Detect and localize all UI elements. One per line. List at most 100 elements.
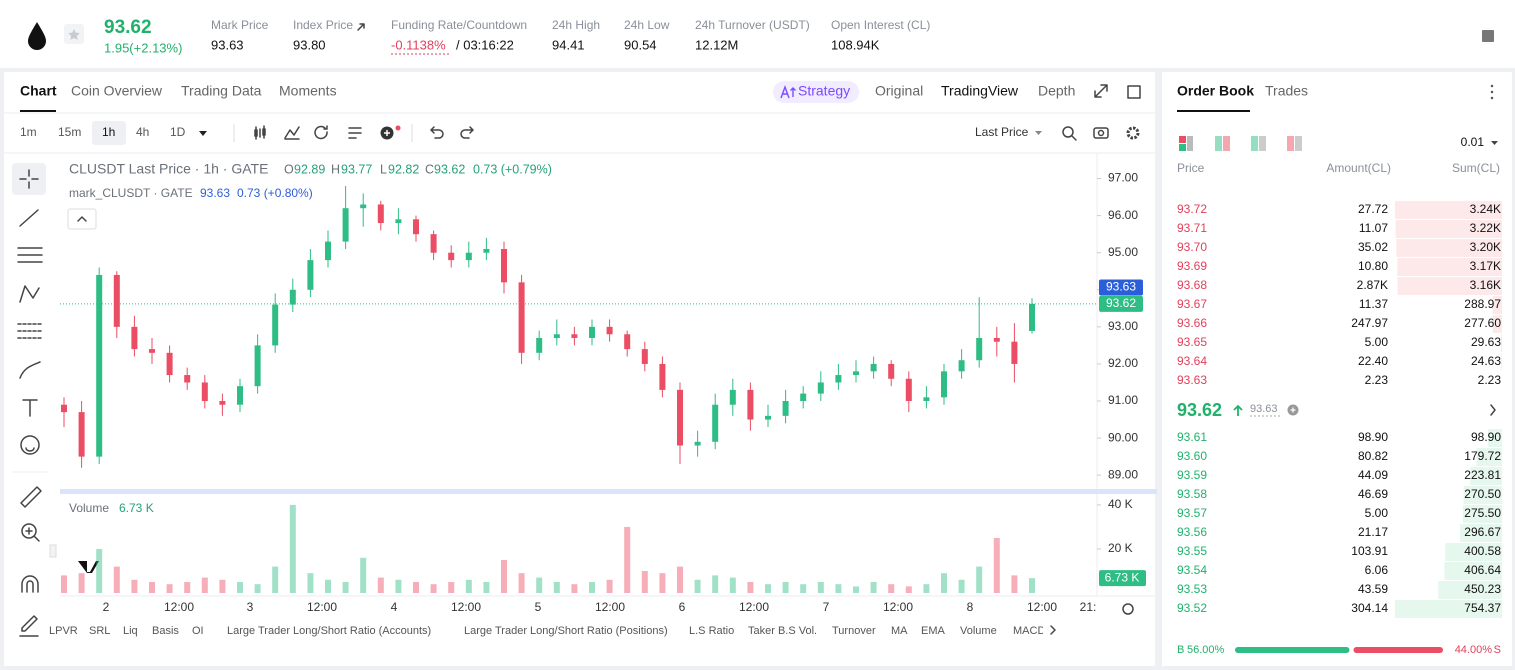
depth-bar [1501, 334, 1502, 352]
book-tab[interactable]: Trades [1265, 83, 1308, 99]
indicator[interactable]: L.S Ratio [689, 625, 734, 637]
row-amount: 5.00 [1365, 506, 1389, 520]
indicator[interactable]: MA [891, 625, 908, 637]
chart-tab[interactable]: Coin Overview [71, 83, 163, 99]
axis-settings[interactable] [1122, 603, 1134, 615]
candle-body [712, 404, 719, 442]
price-type-dropdown[interactable] [1035, 131, 1042, 135]
candle-body [677, 389, 683, 446]
interval[interactable]: 1m [20, 125, 37, 139]
emoji-tool[interactable] [20, 435, 40, 455]
indicator[interactable]: Volume [960, 625, 997, 637]
depth-bar [1397, 258, 1502, 276]
camera-icon[interactable] [1093, 127, 1109, 139]
search-icon[interactable] [1062, 126, 1074, 138]
indicator[interactable]: Large Trader Long/Short Ratio (Positions… [464, 625, 668, 637]
interval[interactable]: 4h [136, 125, 149, 139]
layout-icon[interactable] [1215, 136, 1222, 151]
layout-icon[interactable] [1295, 136, 1302, 151]
pattern-tool[interactable] [19, 285, 40, 303]
indicator[interactable]: EMA [921, 625, 946, 637]
expand-icon[interactable] [1094, 84, 1108, 98]
header-stats: Mark Price 93.63 Index Price 93.80 Funding R… [211, 18, 930, 55]
x-tick-label: 12:00 [1027, 600, 1057, 614]
collapse-legend[interactable] [67, 208, 97, 230]
magnet-tool[interactable] [21, 575, 39, 593]
layout-icon[interactable] [1179, 144, 1186, 151]
price-type[interactable]: Last Price [975, 125, 1029, 139]
row-amount: 27.72 [1358, 202, 1388, 216]
strategy-pill[interactable] [773, 81, 859, 103]
interval[interactable]: 15m [58, 125, 81, 139]
layout-icon[interactable] [1187, 136, 1193, 151]
fib-tool[interactable] [17, 323, 43, 339]
volume-bar [993, 537, 1000, 593]
candle-body [553, 334, 560, 338]
template-icon[interactable] [348, 127, 362, 139]
interval[interactable]: 1h [102, 125, 115, 139]
view-tab[interactable]: TradingView [941, 83, 1019, 99]
indicator[interactable]: Basis [152, 625, 179, 637]
indicator[interactable]: SRL [89, 625, 110, 637]
candle-type-icon[interactable] [254, 125, 266, 140]
lock-tool[interactable] [19, 615, 39, 637]
layout-icon[interactable] [1179, 136, 1186, 143]
book-tab[interactable]: Order Book [1177, 83, 1254, 99]
candle-body [1011, 341, 1018, 364]
indicator[interactable]: LPVR [49, 625, 78, 637]
scroll-right[interactable] [1050, 625, 1056, 635]
view-tab[interactable]: Depth [1038, 83, 1075, 99]
row-sum: 3.20K [1470, 240, 1501, 254]
view-tab[interactable]: Original [875, 83, 923, 99]
indicator[interactable]: OI [192, 625, 204, 637]
collapse-tab[interactable] [49, 544, 57, 558]
chart-tab[interactable]: Trading Data [181, 83, 262, 99]
settings-icon[interactable] [1126, 126, 1140, 140]
zoom-tool[interactable] [21, 523, 37, 539]
redo-icon[interactable] [460, 126, 474, 139]
indicator[interactable]: Large Trader Long/Short Ratio (Accounts) [227, 625, 431, 637]
row-sum: 3.22K [1470, 221, 1501, 235]
layout-buttons[interactable] [1179, 136, 1302, 151]
channel-tool[interactable] [17, 247, 43, 263]
volume-bar [536, 577, 543, 593]
view-tab[interactable]: Strategy [798, 83, 850, 99]
depth-bar [1492, 315, 1502, 333]
layout-icon[interactable] [1287, 136, 1294, 151]
brush-tool[interactable] [19, 361, 41, 379]
ruler-tool[interactable] [20, 486, 42, 508]
precision[interactable]: 0.01 [1461, 135, 1485, 149]
notes-icon[interactable] [1482, 30, 1494, 42]
layout-icon[interactable] [1251, 136, 1258, 151]
indicator[interactable]: MACD [1013, 625, 1045, 637]
interval-dropdown[interactable] [199, 131, 207, 136]
y-tick-label: 92.00 [1108, 356, 1138, 370]
text-tool[interactable] [22, 399, 38, 417]
replay-icon[interactable] [314, 125, 328, 140]
row-amount: 2.23 [1365, 373, 1389, 387]
stat-label: Index Price [293, 18, 353, 32]
volume-bar [307, 573, 314, 593]
emoji-smile [25, 447, 35, 452]
row-amount: 10.80 [1358, 259, 1388, 273]
candle-body [448, 252, 455, 261]
layout-icon[interactable] [1223, 136, 1230, 151]
interval[interactable]: 1D [170, 125, 186, 139]
undo-icon[interactable] [430, 126, 444, 139]
precision-dropdown[interactable] [1491, 141, 1498, 145]
candle-body [465, 252, 472, 261]
indicator[interactable]: Liq [123, 625, 138, 637]
window-icon[interactable] [1127, 85, 1141, 99]
layout-icon[interactable] [1259, 136, 1266, 151]
pane-separator [60, 489, 1157, 494]
indicator-icon[interactable] [284, 126, 300, 140]
indicator[interactable]: Turnover [832, 625, 876, 637]
row-amount: 304.14 [1351, 601, 1388, 615]
chart-tab[interactable]: Chart [20, 83, 57, 99]
chart-tab[interactable]: Moments [279, 83, 337, 99]
expand-arrow[interactable] [1490, 404, 1496, 416]
indicator[interactable]: Taker B.S Vol. [748, 625, 817, 637]
crosshair-tool[interactable] [19, 169, 39, 189]
y-tick-label: 40 K [1108, 497, 1133, 511]
trendline-tool[interactable] [19, 209, 39, 227]
